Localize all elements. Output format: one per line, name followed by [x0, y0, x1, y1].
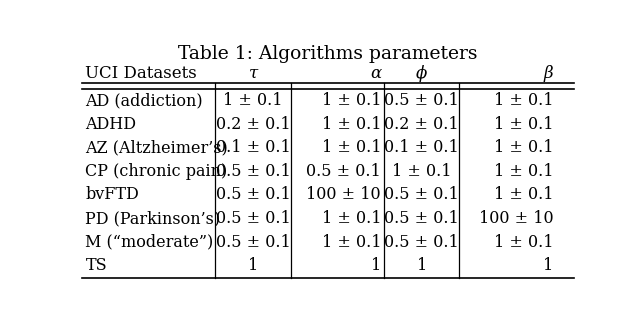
Text: 1: 1: [417, 257, 427, 275]
Text: τ: τ: [248, 65, 258, 82]
Text: AZ (Altzheimer’s): AZ (Altzheimer’s): [86, 139, 228, 156]
Text: 1 ± 0.1: 1 ± 0.1: [493, 92, 553, 109]
Text: 1 ± 0.1: 1 ± 0.1: [493, 186, 553, 204]
Text: α: α: [370, 65, 381, 82]
Text: 0.1 ± 0.1: 0.1 ± 0.1: [385, 139, 459, 156]
Text: 0.5 ± 0.1: 0.5 ± 0.1: [216, 210, 291, 227]
Text: 1 ± 0.1: 1 ± 0.1: [321, 92, 381, 109]
Text: 0.5 ± 0.1: 0.5 ± 0.1: [307, 163, 381, 180]
Text: Table 1: Algorithms parameters: Table 1: Algorithms parameters: [179, 45, 477, 63]
Text: 0.2 ± 0.1: 0.2 ± 0.1: [385, 115, 459, 133]
Text: 1: 1: [371, 257, 381, 275]
Text: 0.2 ± 0.1: 0.2 ± 0.1: [216, 115, 291, 133]
Text: 0.5 ± 0.1: 0.5 ± 0.1: [216, 163, 291, 180]
Text: 0.5 ± 0.1: 0.5 ± 0.1: [216, 186, 291, 204]
Text: PD (Parkinson’s): PD (Parkinson’s): [86, 210, 221, 227]
Text: 0.5 ± 0.1: 0.5 ± 0.1: [385, 186, 459, 204]
Text: 1 ± 0.1: 1 ± 0.1: [493, 115, 553, 133]
Text: AD (addiction): AD (addiction): [86, 92, 203, 109]
Text: M (“moderate”): M (“moderate”): [86, 234, 214, 251]
Text: 1: 1: [248, 257, 258, 275]
Text: TS: TS: [86, 257, 107, 275]
Text: 1 ± 0.1: 1 ± 0.1: [321, 115, 381, 133]
Text: ϕ: ϕ: [416, 65, 428, 82]
Text: 1 ± 0.1: 1 ± 0.1: [493, 139, 553, 156]
Text: 1: 1: [543, 257, 553, 275]
Text: 100 ± 10: 100 ± 10: [479, 210, 553, 227]
Text: UCI Datasets: UCI Datasets: [86, 65, 197, 82]
Text: β: β: [543, 65, 553, 82]
Text: 0.5 ± 0.1: 0.5 ± 0.1: [385, 234, 459, 251]
Text: 1 ± 0.1: 1 ± 0.1: [223, 92, 283, 109]
Text: 1 ± 0.1: 1 ± 0.1: [493, 163, 553, 180]
Text: 1 ± 0.1: 1 ± 0.1: [321, 234, 381, 251]
Text: 100 ± 10: 100 ± 10: [307, 186, 381, 204]
Text: 1 ± 0.1: 1 ± 0.1: [493, 234, 553, 251]
Text: 1 ± 0.1: 1 ± 0.1: [321, 210, 381, 227]
Text: 1 ± 0.1: 1 ± 0.1: [321, 139, 381, 156]
Text: 1 ± 0.1: 1 ± 0.1: [392, 163, 451, 180]
Text: bvFTD: bvFTD: [86, 186, 140, 204]
Text: 0.5 ± 0.1: 0.5 ± 0.1: [385, 210, 459, 227]
Text: CP (chronic pain): CP (chronic pain): [86, 163, 228, 180]
Text: 0.1 ± 0.1: 0.1 ± 0.1: [216, 139, 291, 156]
Text: 0.5 ± 0.1: 0.5 ± 0.1: [385, 92, 459, 109]
Text: 0.5 ± 0.1: 0.5 ± 0.1: [216, 234, 291, 251]
Text: ADHD: ADHD: [86, 115, 136, 133]
